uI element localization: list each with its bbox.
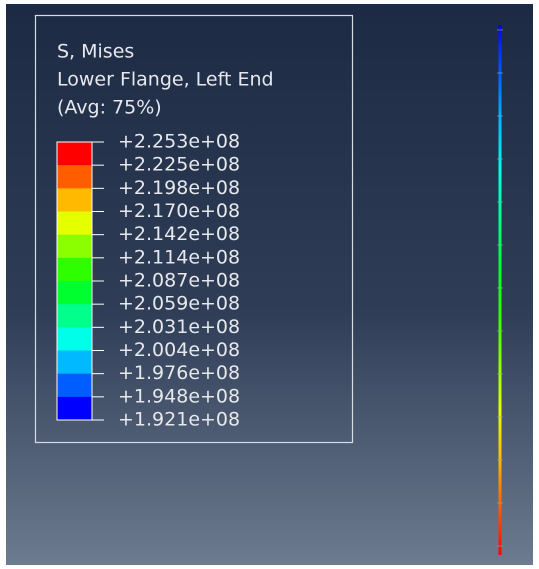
legend-label: +2.142e+08 <box>118 223 240 245</box>
legend-label: +2.170e+08 <box>118 200 240 222</box>
color-band <box>57 211 92 235</box>
color-band <box>57 350 92 374</box>
color-band <box>57 327 92 351</box>
legend-title: S, Mises <box>57 41 134 63</box>
background <box>6 4 533 565</box>
color-band <box>57 396 92 421</box>
color-band <box>57 188 92 212</box>
color-band <box>57 142 92 166</box>
legend-label: +2.198e+08 <box>118 177 240 199</box>
legend-label: +2.059e+08 <box>118 293 240 315</box>
color-band <box>57 165 92 189</box>
color-band <box>57 304 92 328</box>
color-band <box>57 281 92 305</box>
legend-label: +2.031e+08 <box>118 316 240 338</box>
legend-label: +2.004e+08 <box>118 339 240 361</box>
color-band <box>57 257 92 282</box>
legend-box <box>34 14 354 444</box>
legend: S, Mises Lower Flange, Left End (Avg: 75%)… <box>56 41 274 431</box>
legend-label: +2.225e+08 <box>118 154 240 176</box>
legend-label: +1.976e+08 <box>118 362 240 384</box>
legend-label: +2.253e+08 <box>118 131 240 153</box>
legend-title: Lower Flange, Left End <box>57 69 274 91</box>
legend-label: +2.114e+08 <box>118 246 240 268</box>
color-band <box>57 373 92 398</box>
legend-title: (Avg: 75%) <box>57 97 162 119</box>
color-band <box>57 234 92 259</box>
legend-label: +1.921e+08 <box>118 409 240 431</box>
beam-model <box>498 25 502 555</box>
legend-label: +1.948e+08 <box>118 385 240 407</box>
legend-label: +2.087e+08 <box>118 270 240 292</box>
